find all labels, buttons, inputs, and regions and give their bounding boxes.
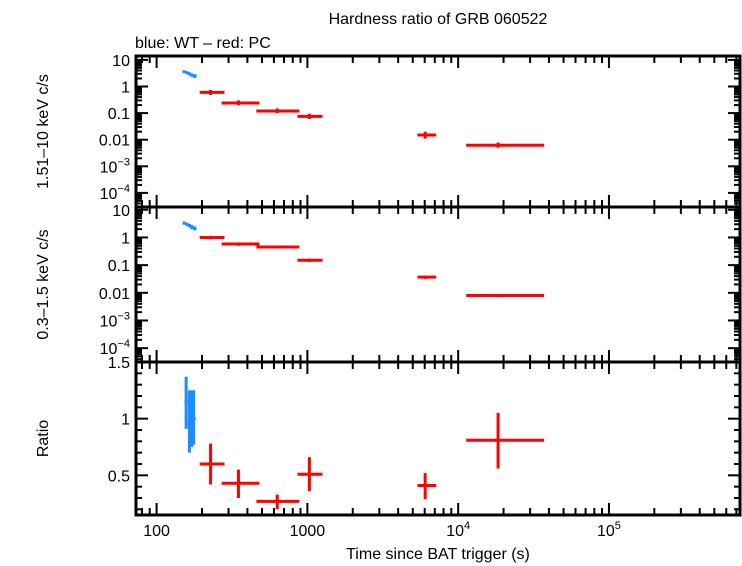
y-tick-label: 0.01 [99,286,130,303]
data-point-pc [256,245,300,249]
x-tick-label: 105 [597,520,621,540]
data-point-pc [466,142,545,148]
data-point-wt [193,74,197,78]
data-point-pc [466,413,545,469]
y-tick-label: 0.1 [108,258,130,275]
y-axis-label-hard: 1.51–10 keV c/s [35,74,52,189]
data-point-wt [182,221,186,225]
y-tick-label: 1 [121,79,130,96]
data-point-pc [417,131,437,139]
y-tick-label: 1 [121,230,130,247]
y-tick-label: 10−3 [100,156,130,176]
panel-hard [136,56,740,208]
x-tick-label: 104 [446,520,470,540]
panel-ratio [136,361,740,515]
data-point-wt [187,390,191,453]
data-point-pc [297,113,323,119]
panel-frame [134,360,742,517]
x-axis-label: Time since BAT trigger (s) [346,546,530,563]
data-point-pc [199,235,225,240]
chart-subtitle: blue: WT – red: PC [135,35,271,52]
data-point-wt [185,71,189,75]
data-point-wt [190,73,194,77]
y-tick-label: 1.5 [108,355,130,372]
y-axis-label-ratio: Ratio [35,420,52,457]
data-point-wt [182,70,186,74]
panel-frame [134,205,742,364]
data-point-wt [184,376,188,429]
data-point-pc [199,443,225,485]
data-point-wt [193,226,197,231]
data-point-pc [256,108,300,114]
data-point-pc [297,258,323,262]
panel-soft [136,207,740,362]
data-point-wt [192,390,196,445]
data-point-pc [297,457,323,492]
y-axis-label-soft: 0.3–1.5 keV c/s [35,229,52,339]
y-tick-label: 0.5 [108,468,130,485]
x-tick-label: 100 [143,523,170,540]
panel-frame [134,54,742,209]
data-point-wt [187,72,191,76]
y-tick-label: 0.1 [108,106,130,123]
data-point-pc [417,473,437,500]
data-point-pc [417,275,437,279]
data-point-pc [256,494,300,510]
y-tick-label: 10−3 [100,310,130,330]
data-point-pc [199,89,225,95]
data-point-wt [185,222,189,226]
data-point-wt [190,225,194,230]
y-tick-label: 1 [121,412,130,429]
data-point-wt [187,223,191,228]
x-tick-label: 1000 [290,523,326,540]
data-point-pc [221,242,260,246]
chart-title: Hardness ratio of GRB 060522 [329,11,548,28]
data-point-pc [221,469,260,498]
y-tick-label: 0.01 [99,133,130,150]
y-tick-label: 10 [112,203,130,220]
y-tick-label: 10 [112,53,130,70]
y-tick-label: 10−4 [100,183,130,203]
data-point-pc [466,293,545,298]
data-point-pc [221,100,260,106]
